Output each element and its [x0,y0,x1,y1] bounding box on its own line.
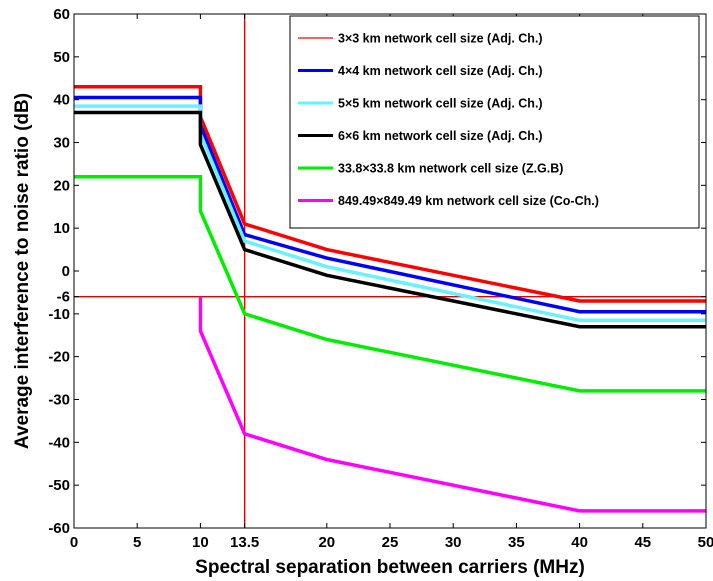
y-tick-label: 30 [53,135,70,152]
y-tick-label: 60 [53,6,70,23]
y-tick-label: -50 [48,477,70,494]
x-tick-label: 0 [70,534,78,551]
y-tick-label: 10 [53,220,70,237]
x-tick-label: 35 [508,534,525,551]
y-axis-label: Average interference to noise ratio (dB) [12,93,33,449]
y-tick-label: -40 [48,434,70,451]
series-line-4 [74,110,706,329]
legend-label: 33.8×33.8 km network cell size (Z.G.B) [338,162,563,176]
y-tick-label: -60 [48,520,70,537]
series-line-5 [74,175,706,393]
legend-label: 849.49×849.49 km network cell size (Co-C… [338,194,599,208]
legend-box [289,15,700,229]
x-tick-label: 30 [445,534,462,551]
legend: 3×3 km network cell size (Adj. Ch.) 4×4 k… [289,15,700,229]
legend-label: 5×5 km network cell size (Adj. Ch.) [338,97,543,111]
x-tick-label: 10 [192,534,209,551]
y-tick-label: -30 [48,392,70,409]
legend-label: 3×3 km network cell size (Adj. Ch.) [338,32,543,46]
x-tick-label: 50 [698,534,713,551]
x-axis-label: Spectral separation between carriers (MH… [195,557,585,578]
x-tick-label: 13.5 [230,534,259,551]
x-tick-label: 45 [634,534,651,551]
legend-label: 6×6 km network cell size (Adj. Ch.) [338,129,543,143]
x-tick-label: 20 [318,534,335,551]
ref-lines [74,14,706,528]
y-tick-label: 50 [53,49,70,66]
y-tick-label: 0 [62,263,70,280]
x-tick-label: 40 [571,534,588,551]
series-line-1 [74,85,706,303]
x-tick-label: 25 [382,534,399,551]
y-tick-label: -20 [48,349,70,366]
y-tick-label: 20 [53,177,70,194]
series-line-6 [198,296,706,513]
y-tick-label: -6 [57,289,70,306]
series-lines [74,85,706,513]
y-axis-ticks: 60 50 40 30 20 10 0 -6-10 -20 -30 -40 -50 -60 [48,6,706,537]
x-tick-label: 5 [133,534,141,551]
series-line-2 [74,95,706,314]
series-line-3 [74,104,706,323]
legend-entries: 3×3 km network cell size (Adj. Ch.) 4×4 k… [298,32,599,208]
y-tick-label: -10 [48,306,70,323]
y-tick-label: 40 [53,92,70,109]
legend-label: 4×4 km network cell size (Adj. Ch.) [338,64,543,78]
